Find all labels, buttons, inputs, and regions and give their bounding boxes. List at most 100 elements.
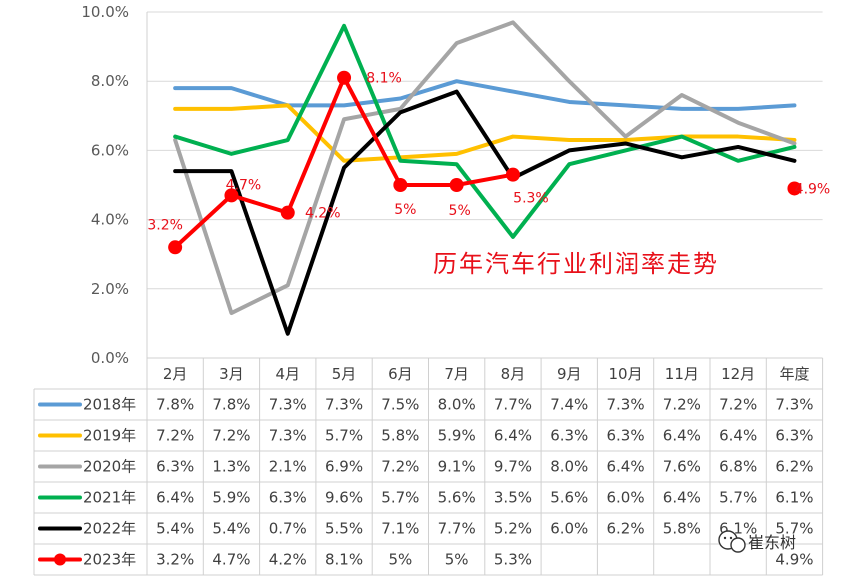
legend-label: 2020年 (83, 458, 136, 476)
table-header: 3月 (219, 365, 244, 383)
data-label: 3.2% (147, 217, 183, 233)
y-tick-label: 8.0% (91, 72, 129, 90)
table-cell: 6.3% (775, 427, 813, 445)
table-cell: 4.2% (269, 551, 307, 569)
table-header: 5月 (332, 365, 357, 383)
table-cell: 5.7% (325, 427, 363, 445)
y-tick-label: 2.0% (91, 280, 129, 298)
table-cell: 2.1% (269, 458, 307, 476)
data-label: 5% (449, 203, 471, 219)
legend-label: 2021年 (83, 489, 136, 507)
table-header: 7月 (444, 365, 469, 383)
watermark: 崔东树 (718, 530, 796, 553)
table-cell: 7.2% (156, 427, 194, 445)
table-cell: 6.4% (663, 489, 701, 507)
table-cell: 5.7% (719, 489, 757, 507)
table-cell: 5.4% (156, 520, 194, 538)
series-markers (168, 70, 802, 255)
table-cell: 7.3% (606, 396, 644, 414)
table-cell: 7.5% (381, 396, 419, 414)
table-header: 2月 (163, 365, 188, 383)
table-cell: 6.4% (719, 427, 757, 445)
y-tick-label: 10.0% (81, 3, 129, 21)
series-marker (505, 167, 520, 182)
table-header: 11月 (665, 365, 699, 383)
table-cell: 6.2% (606, 520, 644, 538)
series-marker (168, 240, 183, 255)
table-header: 4月 (275, 365, 300, 383)
legend-label: 2022年 (83, 520, 136, 538)
table-cell: 5% (388, 551, 412, 569)
series-line-2019年 (173, 103, 797, 163)
legend-marker (54, 553, 66, 566)
table-cell: 5.9% (438, 427, 476, 445)
table-cell: 6.0% (606, 489, 644, 507)
chart-title: 历年汽车行业利润率走势 (433, 250, 719, 278)
table-cell: 7.1% (381, 520, 419, 538)
table-cell: 1.3% (212, 458, 250, 476)
data-label: 5% (394, 202, 416, 218)
table-cell: 6.2% (775, 458, 813, 476)
table-cell: 5.2% (494, 520, 532, 538)
table-cell: 3.2% (156, 551, 194, 569)
series-line-2020年 (173, 20, 797, 316)
table-header: 年度 (779, 365, 809, 383)
table-cell: 5.5% (325, 520, 363, 538)
table-cell: 5.6% (438, 489, 476, 507)
table-cell: 8.1% (325, 551, 363, 569)
table-cell: 3.5% (494, 489, 532, 507)
series-lines (173, 20, 797, 336)
table-cell: 6.3% (550, 427, 588, 445)
gridlines (147, 11, 823, 290)
table-cell: 6.4% (156, 489, 194, 507)
table-cell: 7.2% (663, 396, 701, 414)
table-cell: 7.2% (381, 458, 419, 476)
table-header: 10月 (609, 365, 643, 383)
y-tick-label: 6.0% (91, 141, 129, 159)
table-cell: 5.3% (494, 551, 532, 569)
table-cell: 7.4% (550, 396, 588, 414)
table-cell: 7.3% (775, 396, 813, 414)
table-cell: 9.7% (494, 458, 532, 476)
table-cell: 5.4% (212, 520, 250, 538)
table-cell: 7.8% (156, 396, 194, 414)
table-cell: 8.0% (438, 396, 476, 414)
table-cell: 7.6% (663, 458, 701, 476)
legend-label: 2019年 (83, 427, 136, 445)
data-label: 4.9% (795, 181, 831, 197)
watermark-text: 崔东树 (748, 533, 796, 552)
series-marker (787, 181, 802, 196)
table-cell: 6.9% (325, 458, 363, 476)
y-axis-ticks: 0.0% 2.0% 4.0% 6.0% 8.0% 10.0% (81, 3, 129, 367)
table-cell: 6.4% (494, 427, 532, 445)
data-label: 4.2% (305, 206, 341, 222)
table-cell: 7.7% (438, 520, 476, 538)
legend-label: 2018年 (83, 396, 136, 414)
table-cell: 6.3% (156, 458, 194, 476)
data-label: 4.7% (226, 177, 262, 193)
series-line-2022年 (173, 89, 797, 336)
table-cell: 7.2% (719, 396, 757, 414)
table-header: 6月 (388, 365, 413, 383)
table-cell: 0.7% (269, 520, 307, 538)
series-line-2018年 (173, 79, 797, 111)
table-cell: 7.3% (269, 427, 307, 445)
table-cell: 5.7% (381, 489, 419, 507)
data-table: 2月 3月 4月 5月 6月 7月 8月 9月 10月 11月 12月 年度 2018年 7.8% 7.8%… (33, 12, 824, 576)
table-header: 9月 (557, 365, 582, 383)
table-cell: 5% (445, 551, 469, 569)
data-label: 5.3% (513, 191, 549, 207)
data-label: 8.1% (366, 71, 402, 87)
table-cell: 5.7% (775, 520, 813, 538)
table-header: 8月 (501, 365, 526, 383)
series-marker (224, 188, 239, 203)
table-cell: 4.9% (775, 551, 813, 569)
table-cell: 7.7% (494, 396, 532, 414)
table-cell: 9.6% (325, 489, 363, 507)
series-line-2021年 (173, 23, 797, 239)
table-cell: 6.4% (606, 458, 644, 476)
table-cell: 5.8% (663, 520, 701, 538)
wechat-icon (718, 530, 746, 553)
table-cell: 7.3% (325, 396, 363, 414)
table-cell: 5.6% (550, 489, 588, 507)
